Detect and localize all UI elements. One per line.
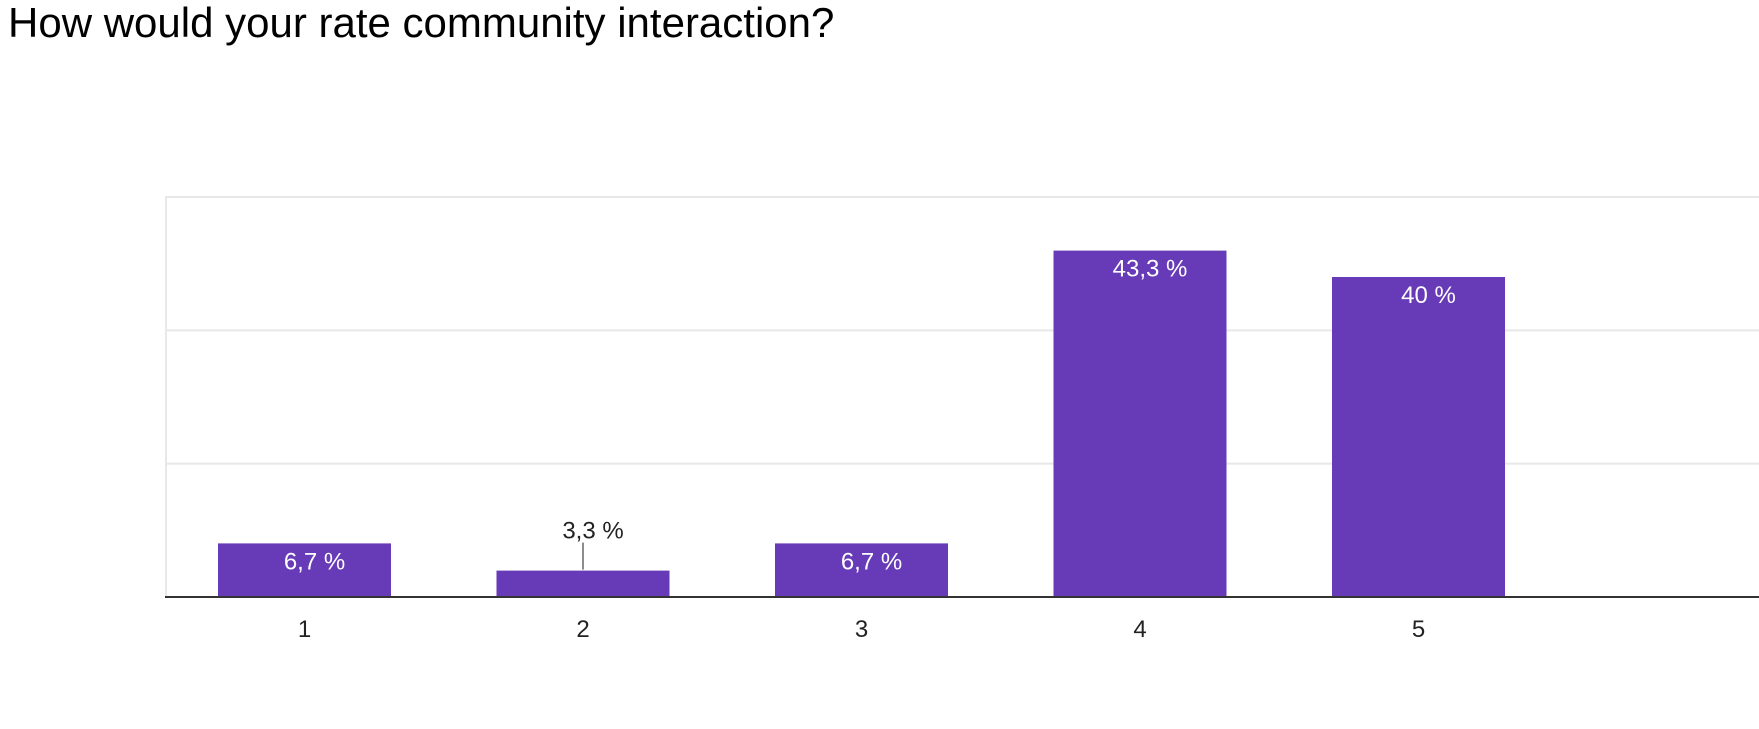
data-label-4: 43,3 % bbox=[1113, 256, 1188, 283]
bars bbox=[218, 250, 1505, 597]
chart-title: How would your rate community interactio… bbox=[8, 0, 835, 46]
x-tick-label-1: 1 bbox=[298, 616, 311, 643]
x-tick-label-3: 3 bbox=[855, 616, 868, 643]
bar-4 bbox=[1053, 250, 1227, 597]
x-tick-label-5: 5 bbox=[1412, 616, 1425, 643]
data-label-1: 6,7 % bbox=[284, 548, 345, 575]
x-tick-label-2: 2 bbox=[576, 616, 589, 643]
data-label-3: 6,7 % bbox=[841, 548, 902, 575]
x-tick-label-4: 4 bbox=[1133, 616, 1146, 643]
bar-5 bbox=[1332, 277, 1505, 597]
bar-1 bbox=[218, 543, 391, 597]
bar-3 bbox=[775, 543, 948, 597]
labels: 6,7 % 1 3,3 % 2 6,7 % 3 43,3 % 4 40 % 5 bbox=[284, 256, 1456, 643]
bar-2 bbox=[496, 570, 670, 597]
data-label-5: 40 % bbox=[1401, 282, 1456, 309]
grid-lines bbox=[165, 196, 1759, 597]
data-label-2: 3,3 % bbox=[562, 518, 623, 545]
